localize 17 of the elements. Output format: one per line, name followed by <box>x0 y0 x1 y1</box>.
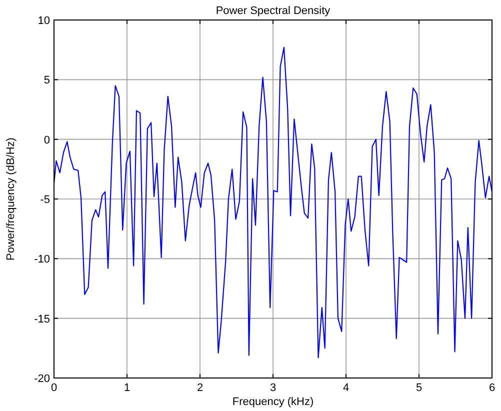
y-tick-label: 5 <box>44 74 50 87</box>
y-tick-label: 10 <box>38 15 50 27</box>
chart-title: Power Spectral Density <box>216 5 331 17</box>
x-axis-title: Frequency (kHz) <box>232 396 314 408</box>
x-tick-label: 6 <box>488 382 496 394</box>
y-tick-label: 0 <box>44 134 50 146</box>
x-tick-label: 3 <box>270 382 276 394</box>
x-tick-label: 2 <box>196 382 204 394</box>
y-tick-label: -5 <box>40 194 50 206</box>
x-tick-label: 5 <box>416 382 422 394</box>
x-tick-label: 1 <box>124 382 130 394</box>
x-tick-label: 4 <box>342 382 350 394</box>
line-series <box>53 46 493 358</box>
y-axis-title: Power/frequency (dB/Hz) <box>5 138 17 260</box>
y-tick-label: -20 <box>34 373 50 385</box>
y-tick-label: -10 <box>34 254 50 266</box>
y-tick-label: -15 <box>34 313 50 326</box>
